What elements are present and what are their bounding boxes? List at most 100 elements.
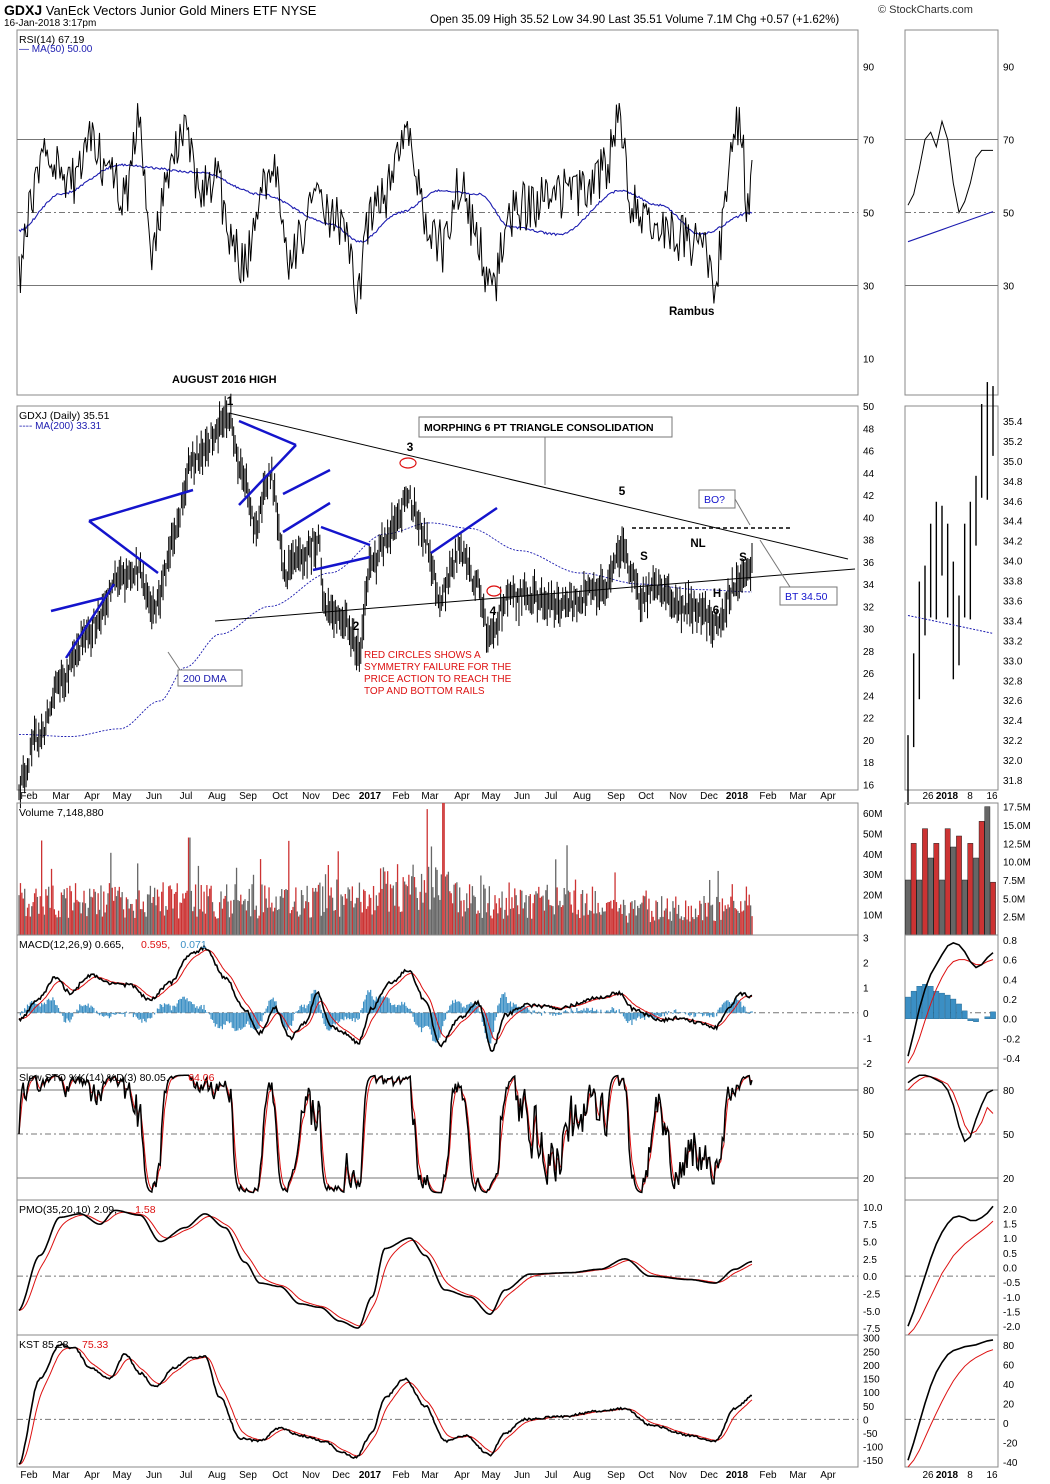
macd-histogram-bar xyxy=(559,1012,561,1015)
volume-bar xyxy=(574,879,577,935)
volume-bar xyxy=(91,897,94,935)
zoom-y-tick-label: 34.2 xyxy=(1003,537,1023,548)
macd-histogram-bar xyxy=(553,1012,555,1014)
volume-bar xyxy=(737,910,739,935)
macd-histogram-bar xyxy=(697,1012,699,1014)
volume-bar xyxy=(206,885,208,935)
macd-histogram-bar xyxy=(272,997,274,1013)
macd-histogram-bar xyxy=(110,1012,112,1017)
volume-bar xyxy=(587,914,589,935)
volume-bar xyxy=(127,899,129,935)
macd-histogram-bar xyxy=(731,1002,733,1013)
macd-histogram-bar xyxy=(281,1012,283,1023)
volume-bar xyxy=(512,908,515,935)
macd-histogram-bar xyxy=(107,1012,109,1017)
macd-histogram-bar xyxy=(62,1012,64,1016)
macd-histogram-bar xyxy=(121,1012,123,1015)
macd-histogram-bar xyxy=(638,1012,640,1017)
y-tick-label: 100 xyxy=(863,1388,880,1399)
volume-bar xyxy=(659,917,661,935)
macd-histogram-bar xyxy=(337,1012,339,1023)
macd-histogram-bar xyxy=(701,1012,704,1017)
volume-bar xyxy=(282,897,284,935)
volume-bar xyxy=(141,909,143,935)
macd-histogram-bar xyxy=(113,1012,115,1015)
volume-bar xyxy=(118,886,120,935)
macd-histogram-bar xyxy=(718,1007,721,1013)
macd-histogram-bar xyxy=(285,1012,287,1028)
x-tick-label: Feb xyxy=(759,791,777,802)
zoom-y-tick-label: 0.6 xyxy=(1003,956,1017,967)
volume-bar xyxy=(170,889,173,935)
volume-bar xyxy=(360,901,362,935)
volume-bar xyxy=(216,918,218,935)
y-tick-label: 32 xyxy=(863,602,875,613)
macd-histogram-bar xyxy=(528,1009,530,1013)
volume-bar xyxy=(389,884,392,935)
volume-bar xyxy=(381,888,383,935)
volume-bar xyxy=(254,909,256,935)
volume-bar xyxy=(89,888,91,935)
macd-histogram-bar xyxy=(639,1012,642,1019)
volume-bar xyxy=(86,916,88,935)
volume-bar xyxy=(422,902,424,935)
volume-bar xyxy=(194,884,197,935)
zoom-y-tick-label: -2.0 xyxy=(1003,1322,1021,1333)
volume-bar xyxy=(199,909,201,935)
x-tick-label: Jun xyxy=(514,791,530,802)
x-tick-label: Dec xyxy=(332,791,350,802)
macd-histogram-bar xyxy=(300,1004,303,1013)
macd-histogram-bar xyxy=(238,1012,240,1029)
macd-histogram-bar xyxy=(495,1012,497,1018)
volume-bar xyxy=(631,901,633,935)
volume-bar xyxy=(384,871,386,935)
volume-bar xyxy=(429,909,431,935)
volume-bar xyxy=(110,852,112,935)
y-tick-label: -150 xyxy=(863,1456,883,1467)
macd-histogram-bar xyxy=(244,1012,246,1027)
volume-bar xyxy=(666,898,668,935)
macd-histogram-bar xyxy=(137,1012,139,1019)
zoom-volume-bar xyxy=(944,828,951,936)
macd-histogram-bar xyxy=(573,1012,575,1013)
volume-bar xyxy=(467,908,469,935)
volume-bar xyxy=(484,888,486,935)
macd-histogram-bar xyxy=(394,1004,396,1013)
macd-histogram-bar xyxy=(738,1000,740,1013)
macd-histogram-bar xyxy=(216,1012,218,1025)
volume-bar xyxy=(224,895,226,935)
volume-bar xyxy=(704,902,707,935)
macd-histogram-bar xyxy=(402,1004,404,1013)
zoom-y-tick-label: 34.8 xyxy=(1003,477,1023,488)
macd-histogram-bar xyxy=(610,1010,612,1013)
y-tick-label: 40 xyxy=(863,513,875,524)
volume-bar xyxy=(443,803,445,935)
macd-histogram-bar xyxy=(384,997,386,1013)
macd-histogram-bar xyxy=(48,998,50,1013)
volume-bar xyxy=(337,851,339,935)
zoom-y-tick-label: 40 xyxy=(1003,1380,1015,1391)
macd-histogram-bar xyxy=(365,994,368,1013)
y-tick-label: 2.5 xyxy=(863,1255,877,1266)
y-tick-label: 3 xyxy=(863,934,869,945)
x-tick-label: Nov xyxy=(302,1470,320,1481)
y-tick-label: 70 xyxy=(1003,136,1015,147)
volume-bar xyxy=(500,907,502,935)
macd-histogram-bar xyxy=(214,1012,216,1027)
macd-histogram-bar xyxy=(526,1007,529,1013)
macd-histogram-bar xyxy=(241,1012,243,1029)
volume-bar xyxy=(516,905,519,935)
volume-bar xyxy=(28,903,30,935)
volume-bar xyxy=(569,892,571,935)
macd-histogram-bar xyxy=(50,1000,53,1013)
macd-histogram-bar xyxy=(563,1011,565,1013)
volume-bar xyxy=(139,909,142,935)
volume-bar xyxy=(442,803,444,935)
y-tick-label: 60M xyxy=(863,809,882,820)
macd-histogram-bar xyxy=(401,1001,403,1013)
volume-bar xyxy=(627,922,629,935)
macd-histogram-bar xyxy=(353,1012,355,1019)
zoom-y-tick-label: 17.5M xyxy=(1003,803,1031,814)
macd-histogram-bar xyxy=(357,1012,359,1020)
macd-histogram-bar xyxy=(228,1012,231,1024)
